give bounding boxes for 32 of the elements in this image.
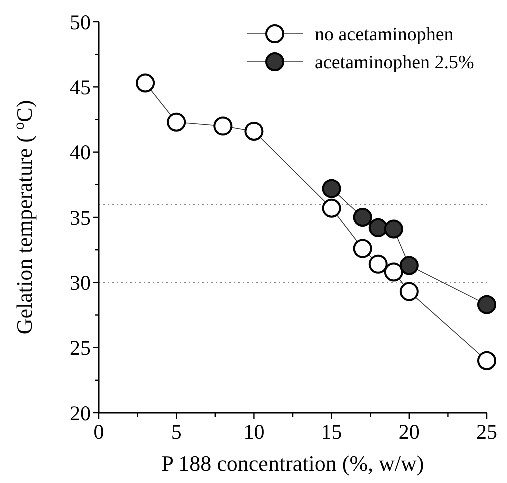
y-tick-label: 50	[70, 10, 91, 34]
y-tick-label: 45	[70, 76, 91, 100]
point	[384, 262, 404, 282]
y-tick-label: 30	[70, 271, 91, 296]
x-tick-label: 5	[171, 420, 182, 444]
point	[353, 208, 372, 227]
x-axis-title: P 188 concentration (%, w/w)	[162, 451, 424, 476]
y-tick-label: 40	[70, 140, 91, 165]
point	[384, 220, 404, 239]
x-tick-label: 15	[321, 420, 342, 444]
point	[214, 116, 233, 136]
y-tick-label: 35	[70, 206, 91, 230]
point	[136, 74, 156, 93]
x-tick-label: 0	[94, 420, 104, 444]
point	[400, 282, 419, 302]
x-tick-label: 20	[398, 420, 420, 444]
point	[368, 254, 388, 274]
point	[368, 218, 388, 238]
point	[478, 351, 496, 370]
point	[167, 112, 186, 132]
legend-label: no acetaminophen	[315, 24, 454, 46]
legend-label: acetaminophen 2.5%	[315, 52, 474, 74]
point	[244, 122, 264, 141]
point	[353, 239, 372, 258]
x-tick-label: 25	[476, 420, 498, 444]
y-tick-label: 25	[70, 336, 91, 360]
x-tick-label: 10	[244, 420, 265, 444]
point	[322, 179, 342, 198]
y-tick-label: 20	[70, 401, 91, 426]
point	[322, 198, 342, 218]
point	[400, 256, 419, 276]
point	[478, 295, 496, 314]
